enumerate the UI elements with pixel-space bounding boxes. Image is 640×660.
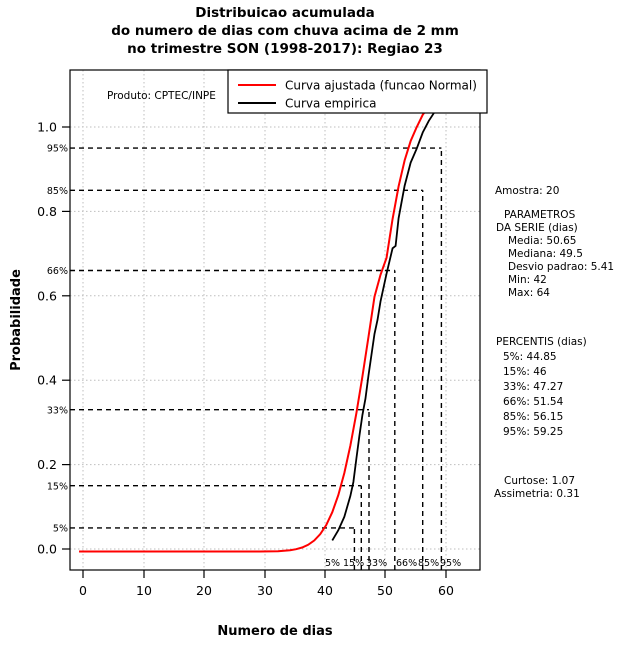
- stat-percentil-85: 85%: 56.15: [503, 411, 563, 423]
- x-tick-label-40: 40: [317, 583, 333, 598]
- stat-percentil-15: 15%: 46: [503, 366, 547, 378]
- stat-parametros-header-2: DA SERIE (dias): [496, 222, 578, 234]
- stat-min: Min: 42: [508, 274, 547, 286]
- y-percentile-label-95: 95%: [47, 144, 68, 155]
- x-tick-label-10: 10: [136, 583, 152, 598]
- stat-percentis-header: PERCENTIS (dias): [496, 336, 587, 348]
- stat-mediana: Mediana: 49.5: [508, 248, 583, 260]
- y-axis: 0.0 0.2 0.4 0.6 0.8 1.0: [37, 120, 70, 557]
- stat-desvio-padrao: Desvio padrao: 5.41: [508, 261, 614, 273]
- grid-lines: [70, 70, 480, 570]
- statistics-panel: Amostra: 20 PARAMETROS DA SERIE (dias) M…: [494, 185, 614, 500]
- x-percentile-label-66: 66%: [396, 558, 417, 569]
- y-percentile-label-85: 85%: [47, 186, 68, 197]
- x-tick-label-30: 30: [257, 583, 273, 598]
- y-percentile-label-33: 33%: [47, 405, 68, 416]
- x-axis: 0 10 20 30 40 50 60: [79, 570, 454, 598]
- y-tick-label-3: 0.6: [37, 288, 57, 303]
- stat-assimetria: Assimetria: 0.31: [494, 488, 580, 500]
- stat-percentil-95: 95%: 59.25: [503, 426, 563, 438]
- stat-max: Max: 64: [508, 287, 550, 299]
- x-axis-title: Numero de dias: [217, 624, 333, 639]
- percentile-vertical-lines: [353, 148, 443, 570]
- legend-box: [227, 69, 488, 114]
- y-tick-label-0: 0.0: [37, 542, 57, 557]
- x-percentile-label-5: 5%: [325, 558, 340, 569]
- legend-label-fitted: Curva ajustada (funcao Normal): [285, 79, 477, 93]
- x-tick-label-60: 60: [438, 583, 454, 598]
- stat-percentil-66: 66%: 51.54: [503, 396, 564, 408]
- x-percentile-label-95: 95%: [440, 558, 461, 569]
- y-tick-label-4: 0.8: [37, 204, 57, 219]
- y-axis-title: Probabilidade: [9, 269, 24, 371]
- stat-percentil-33: 33%: 47.27: [503, 381, 563, 393]
- chart-title-line2: do numero de dias com chuva acima de 2 m…: [111, 23, 459, 39]
- stat-curtose: Curtose: 1.07: [504, 475, 575, 487]
- y-percentile-label-66: 66%: [47, 266, 68, 277]
- legend-label-empirical: Curva empirica: [285, 97, 376, 111]
- y-tick-label-5: 1.0: [37, 120, 57, 135]
- chart-title-line1: Distribuicao acumulada: [195, 5, 375, 21]
- stat-media: Media: 50.65: [508, 235, 576, 247]
- y-tick-label-1: 0.2: [37, 457, 57, 472]
- x-axis-percentile-labels: 5% 15% 33% 66% 85% 95%: [325, 558, 461, 569]
- stat-amostra: Amostra: 20: [495, 185, 559, 197]
- produto-annotation: Produto: CPTEC/INPE: [107, 90, 216, 102]
- x-tick-label-0: 0: [79, 583, 87, 598]
- x-percentile-label-85: 85%: [418, 558, 439, 569]
- stat-percentil-5: 5%: 44.85: [503, 351, 557, 363]
- y-percentile-label-15: 15%: [47, 481, 68, 492]
- x-tick-label-50: 50: [377, 583, 393, 598]
- stat-parametros-header-1: PARAMETROS: [504, 209, 576, 221]
- percentile-horizontal-lines: [70, 147, 442, 529]
- x-tick-label-20: 20: [196, 583, 212, 598]
- chart-title-line3: no trimestre SON (1998-2017): Regiao 23: [127, 41, 443, 57]
- x-percentile-label-33: 33%: [366, 558, 387, 569]
- y-axis-percentile-labels: 5% 15% 33% 66% 85% 95%: [47, 144, 68, 535]
- y-percentile-label-5: 5%: [53, 524, 68, 535]
- legend: Curva ajustada (funcao Normal) Curva emp…: [227, 69, 488, 114]
- x-percentile-label-15: 15%: [343, 558, 364, 569]
- y-tick-label-2: 0.4: [37, 373, 57, 388]
